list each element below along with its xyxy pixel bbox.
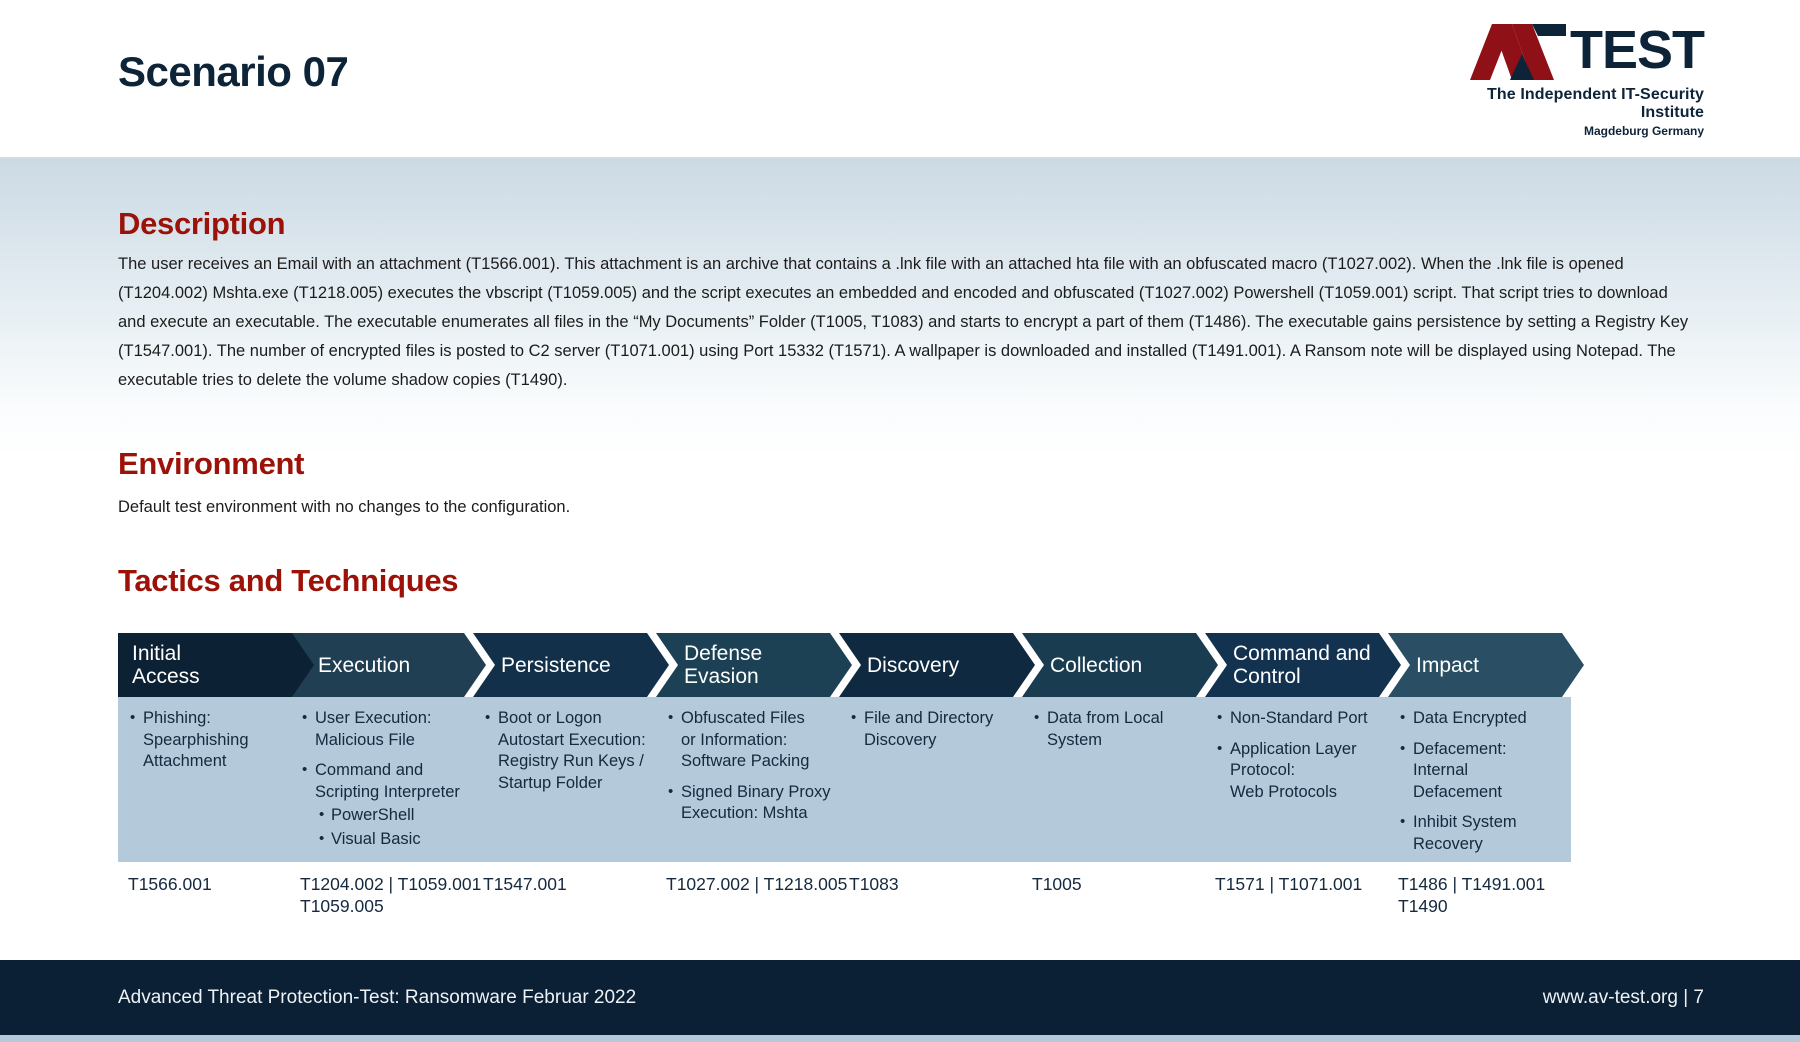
technique-id: T1204.002 | T1059.001 T1059.005 <box>300 874 482 916</box>
footer-accent-strip <box>0 1035 1800 1042</box>
technique-id: T1005 <box>1032 874 1082 894</box>
tactic-label: Impact <box>1416 653 1480 677</box>
technique-id: T1571 | T1071.001 <box>1215 874 1363 894</box>
sub-technique-item: Visual Basic <box>315 828 465 851</box>
logo-wordmark: TEST <box>1569 20 1705 80</box>
tactic-chevron[interactable]: Defense Evasion <box>656 633 852 697</box>
page-title: Scenario 07 <box>118 48 349 95</box>
environment-text: Default test environment with no changes… <box>118 498 571 516</box>
page-footer: Advanced Threat Protection-Test: Ransomw… <box>0 960 1800 1035</box>
technique-list: Data Encrypted Defacement:InternalDefacem… <box>1398 707 1563 855</box>
technique-id: T1547.001 <box>483 874 567 894</box>
tactics-header-row: Initial Access Execution Persistence Defense… <box>118 633 1708 697</box>
description-heading: Description <box>118 206 286 241</box>
tactics-table: Initial Access Execution Persistence Defense… <box>118 633 1708 931</box>
technique-cell: Data Encrypted Defacement:InternalDefacem… <box>1388 697 1571 862</box>
tactic-chevron[interactable]: Initial Access <box>118 633 314 697</box>
tactic-chevron[interactable]: Persistence <box>473 633 669 697</box>
main-panel: Description The user receives an Email w… <box>0 158 1800 960</box>
tactic-label: Persistence <box>501 653 611 677</box>
technique-ids-row: T1566.001 T1204.002 | T1059.001 T1059.005… <box>118 873 1708 931</box>
footer-report-title: Advanced Threat Protection-Test: Ransomw… <box>118 987 637 1008</box>
tactic-label: Defense Evasion <box>684 642 763 688</box>
tactic-chevron[interactable]: Collection <box>1022 633 1218 697</box>
techniques-row: Phishing:SpearphishingAttachmentUser Exe… <box>118 697 1708 862</box>
tactic-chevron[interactable]: Impact <box>1388 633 1584 697</box>
tactic-label: Discovery <box>867 653 960 677</box>
technique-id: T1027.002 | T1218.005 <box>666 874 848 894</box>
technique-id: T1566.001 <box>128 874 212 894</box>
logo-location: Magdeburg Germany <box>1583 124 1704 138</box>
page-header: Scenario 07 TEST The Independent IT-Secu… <box>0 0 1800 158</box>
sub-technique-item: PowerShell <box>315 804 465 827</box>
technique-cell: Non-Standard Port Application LayerProtoc… <box>1205 697 1388 862</box>
technique-id: T1083 <box>849 874 899 894</box>
technique-id: T1486 | T1491.001 T1490 <box>1398 874 1546 916</box>
technique-item: Non-Standard Port <box>1215 707 1380 730</box>
tactic-label: Command and Control <box>1233 642 1371 688</box>
logo-tagline: The Independent IT-Security Institute <box>1487 86 1704 121</box>
technique-list: User Execution:Malicious File Command and… <box>300 707 465 851</box>
technique-cell: User Execution:Malicious File Command and… <box>290 697 473 862</box>
logo-mark: TEST <box>1454 20 1705 82</box>
tactic-chevron[interactable]: Command and Control <box>1205 633 1401 697</box>
sub-technique-list: PowerShellVisual Basic <box>315 804 465 851</box>
technique-item: Data Encrypted <box>1398 707 1563 730</box>
technique-item: User Execution:Malicious File <box>300 707 465 751</box>
tactic-chevron[interactable]: Execution <box>290 633 486 697</box>
av-monogram-icon <box>1469 24 1566 80</box>
tactic-label: Initial Access <box>132 642 200 688</box>
tactic-chevron[interactable]: Discovery <box>839 633 1035 697</box>
description-text: The user receives an Email with an attac… <box>118 255 1689 389</box>
footer-url-and-page: www.av-test.org | 7 <box>1542 987 1704 1008</box>
tactic-label: Execution <box>318 653 411 677</box>
av-test-logo: TEST The Independent IT-Security Institu… <box>1454 20 1705 138</box>
environment-heading: Environment <box>118 446 305 481</box>
tactics-heading: Tactics and Techniques <box>118 563 459 598</box>
technique-list: Non-Standard Port Application LayerProtoc… <box>1215 707 1380 804</box>
tactic-label: Collection <box>1050 653 1143 677</box>
